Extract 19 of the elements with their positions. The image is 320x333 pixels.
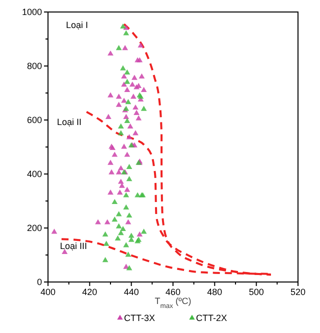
y-tick-label: 600: [26, 115, 42, 125]
x-tick-label: 400: [40, 287, 56, 297]
annotation: Loại I: [66, 20, 88, 30]
legend-label: CTT-3X: [124, 313, 156, 323]
x-tick-label: 440: [124, 287, 139, 297]
x-tick-label: 480: [207, 287, 222, 297]
annotation: Loại III: [60, 241, 88, 251]
y-tick-label: 400: [26, 169, 42, 179]
x-tick-label: 500: [248, 287, 264, 297]
y-tick-label: 1000: [22, 7, 42, 17]
y-tick-label: 0: [36, 277, 42, 287]
x-tick-label: 520: [290, 287, 306, 297]
x-tick-label: 460: [165, 287, 181, 297]
x-tick-label: 420: [82, 287, 98, 297]
y-tick-label: 800: [26, 61, 42, 71]
annotation: Loại II: [57, 117, 82, 127]
x-axis-title: T$_{max}$ (ºC): [154, 296, 192, 310]
legend-label: CTT-2X: [196, 313, 228, 323]
y-tick-label: 200: [26, 223, 42, 233]
